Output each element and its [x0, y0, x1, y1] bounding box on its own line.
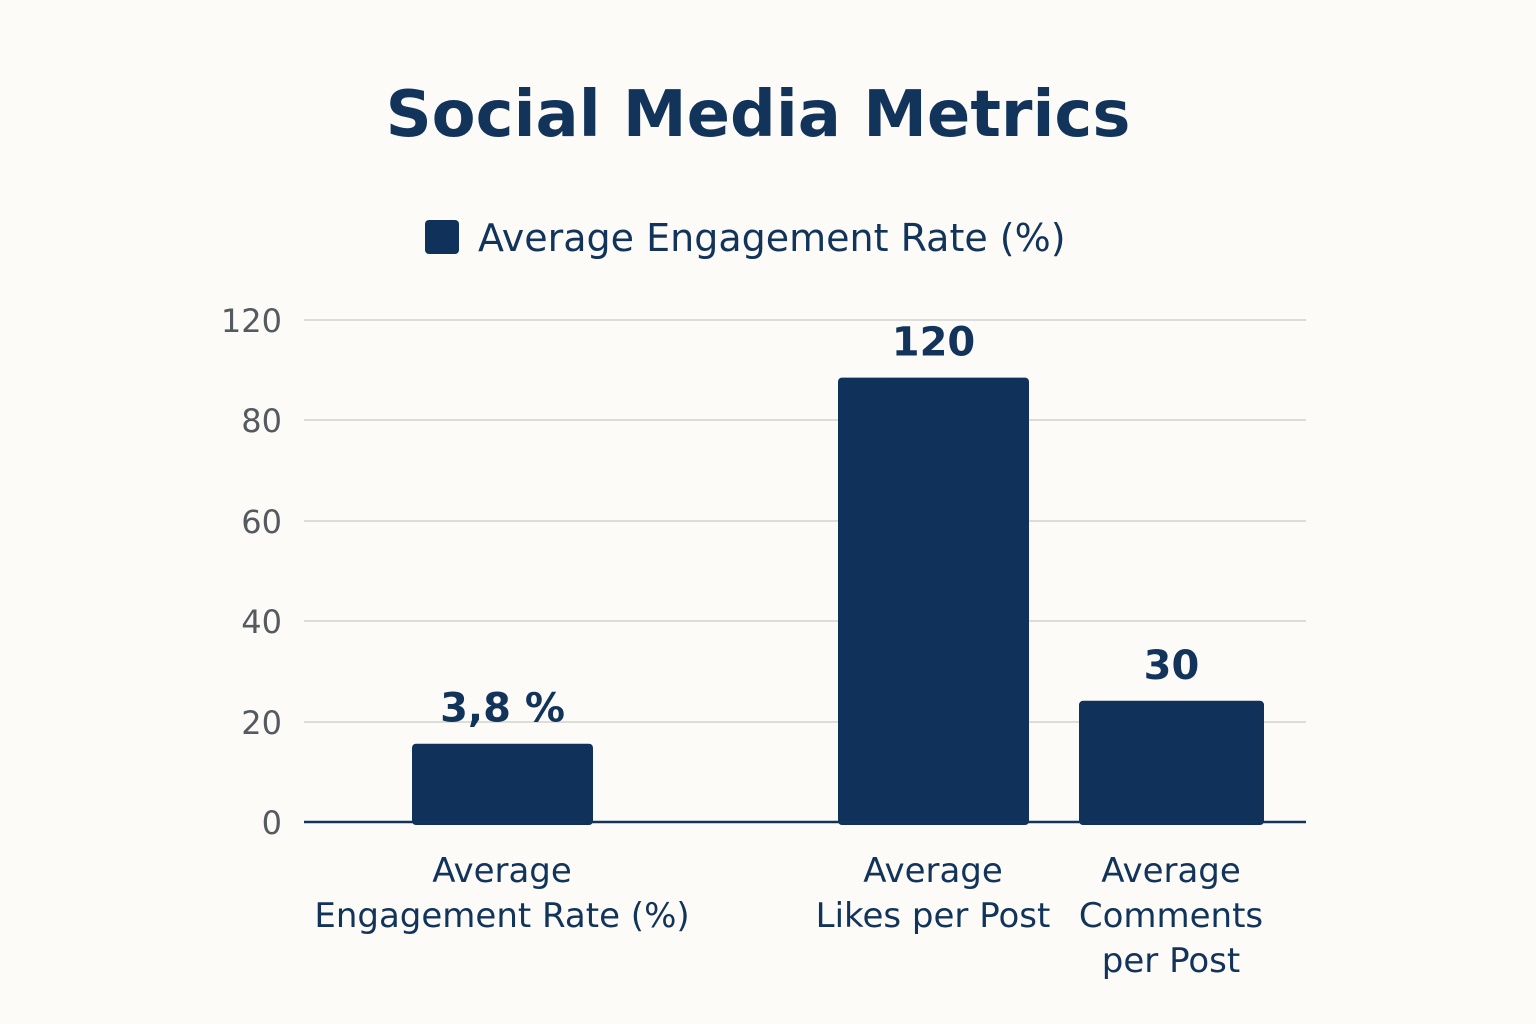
category-label-line: Likes per Post [816, 896, 1051, 936]
category-label-line: Engagement Rate (%) [314, 896, 689, 936]
category-label-3: Average Comments per Post [1079, 851, 1263, 981]
bars [412, 377, 1264, 825]
legend: Average Engagement Rate (%) [425, 216, 1066, 260]
bar-3 [1079, 700, 1264, 825]
y-axis-ticks: 0 20 40 60 80 120 [221, 302, 282, 842]
category-label-line: per Post [1102, 941, 1240, 981]
data-label-1: 3,8 % [440, 686, 565, 732]
bar-2 [838, 377, 1029, 825]
data-label-2: 120 [892, 320, 976, 366]
category-label-line: Average [863, 851, 1003, 891]
category-labels: Average Engagement Rate (%) Average Likes p… [314, 851, 1263, 981]
y-tick-label: 40 [241, 603, 282, 641]
y-tick-label: 20 [241, 704, 282, 742]
y-tick-label: 0 [262, 804, 282, 842]
legend-swatch [425, 220, 459, 254]
category-label-line: Average [1101, 851, 1241, 891]
y-tick-label: 80 [241, 402, 282, 440]
category-label-line: Average [432, 851, 572, 891]
data-labels: 3,8 % 120 30 [440, 320, 1199, 732]
category-label-2: Average Likes per Post [816, 851, 1051, 936]
data-label-3: 30 [1144, 643, 1200, 689]
y-tick-label: 60 [241, 503, 282, 541]
chart-title: Social Media Metrics [386, 78, 1131, 152]
legend-label: Average Engagement Rate (%) [478, 216, 1066, 260]
y-tick-label: 120 [221, 302, 282, 340]
bar-1 [412, 743, 593, 825]
category-label-1: Average Engagement Rate (%) [314, 851, 689, 936]
category-label-line: Comments [1079, 896, 1263, 936]
